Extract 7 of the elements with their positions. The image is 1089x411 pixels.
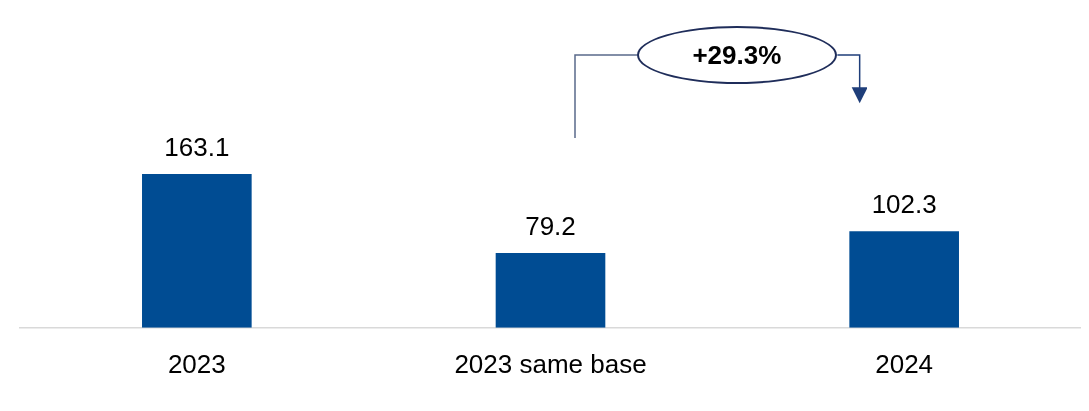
text: +29.3% — [692, 39, 782, 71]
x-tick-label: 2023 same base — [454, 348, 647, 379]
x-tick-label: 2023 — [167, 348, 226, 379]
data-label: 79.2 — [525, 211, 576, 242]
x-tick-label: 2024 — [875, 348, 934, 379]
data-label: 102.3 — [871, 189, 937, 220]
data-label: 163.1 — [164, 132, 230, 163]
